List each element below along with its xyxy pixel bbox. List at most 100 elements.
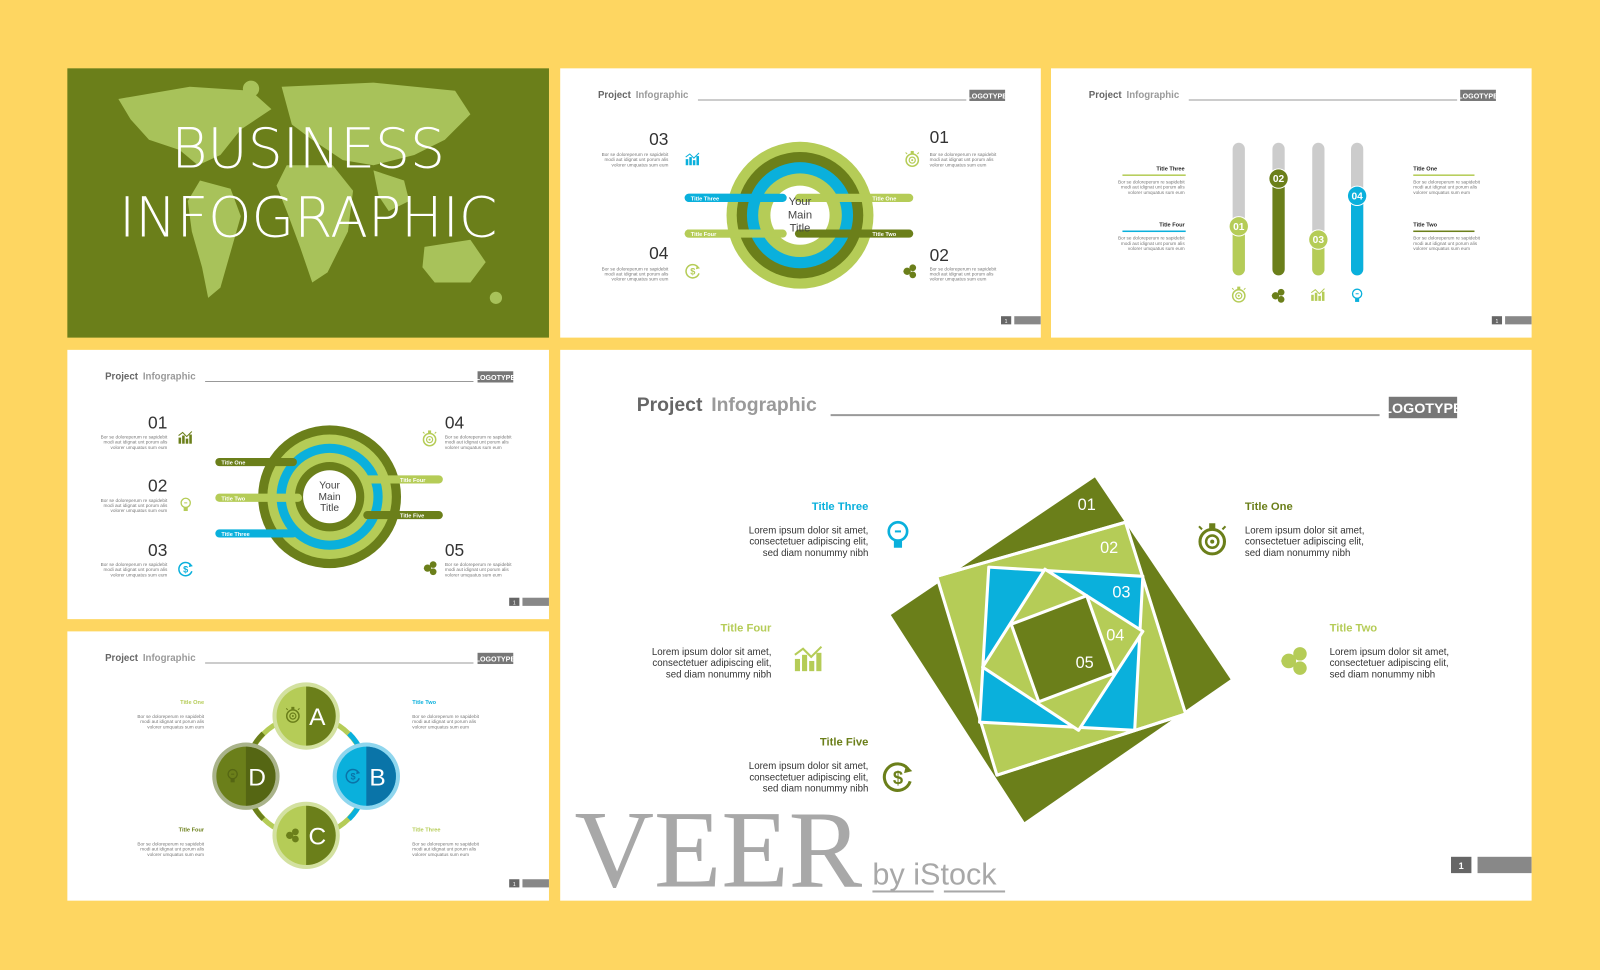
svg-text:Title: Title bbox=[320, 503, 339, 514]
slider-1[interactable]: 01 bbox=[1228, 142, 1249, 276]
header-infographic: Infographic bbox=[636, 90, 689, 101]
slider-2[interactable]: 02 bbox=[1268, 142, 1289, 276]
bar-chart-icon bbox=[685, 152, 700, 166]
svg-text:Bor se doloreperum re sapidebi: Bor se doloreperum re sapidebit bbox=[1413, 236, 1480, 241]
svg-text:modi aut idignat unt porum ali: modi aut idignat unt porum alis bbox=[930, 271, 995, 276]
cover-title: BUSINESS INFOGRAPHIC bbox=[67, 114, 549, 253]
cycle-slide[interactable]: Project Infographic LOGOTYPE A B $ C D T… bbox=[67, 631, 549, 901]
cover-title-line1: BUSINESS bbox=[171, 116, 445, 181]
main-slide[interactable]: Project Infographic LOGOTYPE 01 02 03 04… bbox=[560, 349, 1532, 901]
svg-text:$: $ bbox=[183, 565, 188, 575]
bar-title-four bbox=[363, 475, 443, 484]
svg-text:modi aut idignat unt porum ali: modi aut idignat unt porum alis bbox=[103, 440, 168, 445]
bar-title-two bbox=[215, 493, 303, 502]
svg-text:LOGOTYPE: LOGOTYPE bbox=[476, 374, 516, 382]
svg-text:$: $ bbox=[690, 267, 695, 277]
diamond-numbers: 01 02 03 04 05 bbox=[1076, 496, 1131, 672]
svg-text:Bor se doloreperum re sapidebi: Bor se doloreperum re sapidebit bbox=[101, 435, 168, 440]
title-two: Title Two bbox=[412, 700, 436, 706]
svg-text:sed diam nonummy nibh: sed diam nonummy nibh bbox=[763, 784, 869, 795]
svg-text:Lorem ipsum dolor sit amet,: Lorem ipsum dolor sit amet, bbox=[652, 647, 772, 658]
svg-text:Bor se doloreperum re sapidebi: Bor se doloreperum re sapidebit bbox=[445, 435, 512, 440]
svg-text:Title One: Title One bbox=[1413, 166, 1437, 172]
slider-slide[interactable]: Project Infographic LOGOTYPE Title Three… bbox=[1051, 68, 1532, 338]
svg-text:modi aut idignat unt porum ali: modi aut idignat unt porum alis bbox=[103, 567, 168, 572]
item-number: 03 bbox=[148, 540, 167, 560]
slider-4[interactable]: 04 bbox=[1346, 142, 1368, 276]
item-title-two: Title Two Lorem ipsum dolor sit amet,con… bbox=[1330, 622, 1450, 680]
page-indicator[interactable]: 1 bbox=[1001, 316, 1041, 325]
logotype: LOGOTYPE bbox=[1383, 401, 1462, 417]
people-chat-icon bbox=[903, 264, 917, 279]
title-four: Title Four Bor se doloreperum re sapideb… bbox=[1118, 222, 1186, 251]
cycle-node-a[interactable]: A bbox=[272, 682, 340, 750]
slider-fill bbox=[1351, 195, 1364, 276]
ring-slide[interactable]: Project Infographic LOGOTYPE Title Three… bbox=[560, 68, 1041, 338]
people-chat-icon bbox=[1280, 647, 1307, 675]
page-indicator[interactable]: 1 bbox=[1451, 856, 1532, 874]
title-three: Title Three Bor se doloreperum re sapide… bbox=[1118, 166, 1186, 195]
svg-text:volorer umquatus sum eum: volorer umquatus sum eum bbox=[1128, 190, 1185, 195]
svg-text:Bor se doloreperum re sapidebi: Bor se doloreperum re sapidebit bbox=[930, 266, 997, 271]
svg-text:Bor se doloreperum re sapidebi: Bor se doloreperum re sapidebit bbox=[445, 562, 512, 567]
title-two: Title Two Bor se doloreperum re sapidebi… bbox=[1413, 222, 1481, 251]
item-title-one: Title One Lorem ipsum dolor sit amet,con… bbox=[1245, 501, 1365, 559]
svg-text:Main: Main bbox=[788, 209, 812, 221]
slide-header: Project Infographic LOGOTYPE bbox=[105, 371, 516, 383]
slider-label: 04 bbox=[1351, 191, 1363, 202]
bar-label: Title Two bbox=[872, 232, 896, 238]
diamond-diagram bbox=[890, 477, 1231, 823]
cycle-node-c[interactable]: C bbox=[272, 801, 340, 870]
svg-text:consectetuer adipiscing elit,: consectetuer adipiscing elit, bbox=[1245, 537, 1364, 548]
node-letter: B bbox=[369, 764, 385, 791]
svg-text:sed diam nonummy nibh: sed diam nonummy nibh bbox=[666, 669, 772, 680]
lightbulb-icon bbox=[887, 520, 909, 548]
slide-header: Project Infographic LOGOTYPE bbox=[598, 89, 1007, 101]
svg-text:Bor se doloreperum re sapidebi: Bor se doloreperum re sapidebit bbox=[1118, 236, 1185, 241]
page-indicator[interactable]: 1 bbox=[509, 597, 549, 607]
slider-fill bbox=[1232, 226, 1245, 276]
svg-text:modi aut idignat unt porum ali: modi aut idignat unt porum alis bbox=[930, 157, 995, 162]
cover-slide[interactable]: BUSINESS INFOGRAPHIC bbox=[67, 68, 549, 338]
svg-text:Infographic: Infographic bbox=[143, 653, 196, 664]
bar-label: Title Four bbox=[691, 232, 717, 238]
svg-text:Bor se doloreperum re sapidebi: Bor se doloreperum re sapidebit bbox=[101, 498, 168, 503]
slide-header: Project Infographic LOGOTYPE bbox=[1089, 89, 1498, 101]
svg-text:volorer umquatus sum eum: volorer umquatus sum eum bbox=[147, 724, 204, 729]
svg-text:1: 1 bbox=[1496, 319, 1499, 325]
bar-chart-icon bbox=[178, 431, 193, 444]
svg-text:1: 1 bbox=[513, 882, 516, 888]
svg-text:Title Five: Title Five bbox=[820, 737, 868, 749]
item-number: 03 bbox=[649, 129, 668, 149]
cycle-node-b[interactable]: B $ bbox=[332, 742, 400, 810]
dollar-cycle-icon: $ bbox=[685, 263, 700, 279]
svg-text:volorer umquatus sum eum: volorer umquatus sum eum bbox=[111, 508, 168, 513]
svg-text:consectetuer adipiscing elit,: consectetuer adipiscing elit, bbox=[749, 772, 868, 783]
item-number: 01 bbox=[148, 412, 167, 432]
svg-text:sed diam nonummy nibh: sed diam nonummy nibh bbox=[1245, 548, 1351, 559]
svg-text:1: 1 bbox=[513, 600, 516, 606]
svg-text:volorer umquatus sum eum: volorer umquatus sum eum bbox=[147, 852, 204, 857]
page-indicator[interactable]: 1 bbox=[1491, 316, 1532, 325]
svg-text:Title Two: Title Two bbox=[221, 496, 245, 502]
svg-text:Title Four: Title Four bbox=[721, 622, 773, 634]
people-chat-icon bbox=[285, 828, 299, 843]
cycle-node-d[interactable]: D bbox=[212, 742, 280, 810]
cover-title-line2: INFOGRAPHIC bbox=[118, 185, 498, 250]
item-number: 05 bbox=[445, 540, 464, 560]
svg-text:modi aut idignat unt porum ali: modi aut idignat unt porum alis bbox=[1413, 241, 1478, 246]
slider-3[interactable]: 03 bbox=[1308, 142, 1329, 276]
ring5-slide[interactable]: Project Infographic LOGOTYPE Title One T… bbox=[67, 349, 549, 620]
stopwatch-icon bbox=[905, 150, 920, 168]
svg-text:volorer umquatus sum eum: volorer umquatus sum eum bbox=[612, 162, 669, 167]
svg-text:Bor se doloreperum re sapidebi: Bor se doloreperum re sapidebit bbox=[412, 842, 479, 847]
dollar-cycle-icon: $ bbox=[345, 768, 361, 784]
watermark: VEER by iStock bbox=[574, 788, 1006, 901]
node-letter: A bbox=[309, 704, 326, 731]
page-indicator[interactable]: 1 bbox=[509, 879, 549, 888]
item-number: 02 bbox=[148, 476, 167, 496]
bar-title-five bbox=[363, 511, 443, 520]
header-infographic: Infographic bbox=[711, 394, 817, 416]
bar-chart-icon bbox=[1310, 288, 1325, 301]
bar-title-one bbox=[215, 457, 297, 467]
